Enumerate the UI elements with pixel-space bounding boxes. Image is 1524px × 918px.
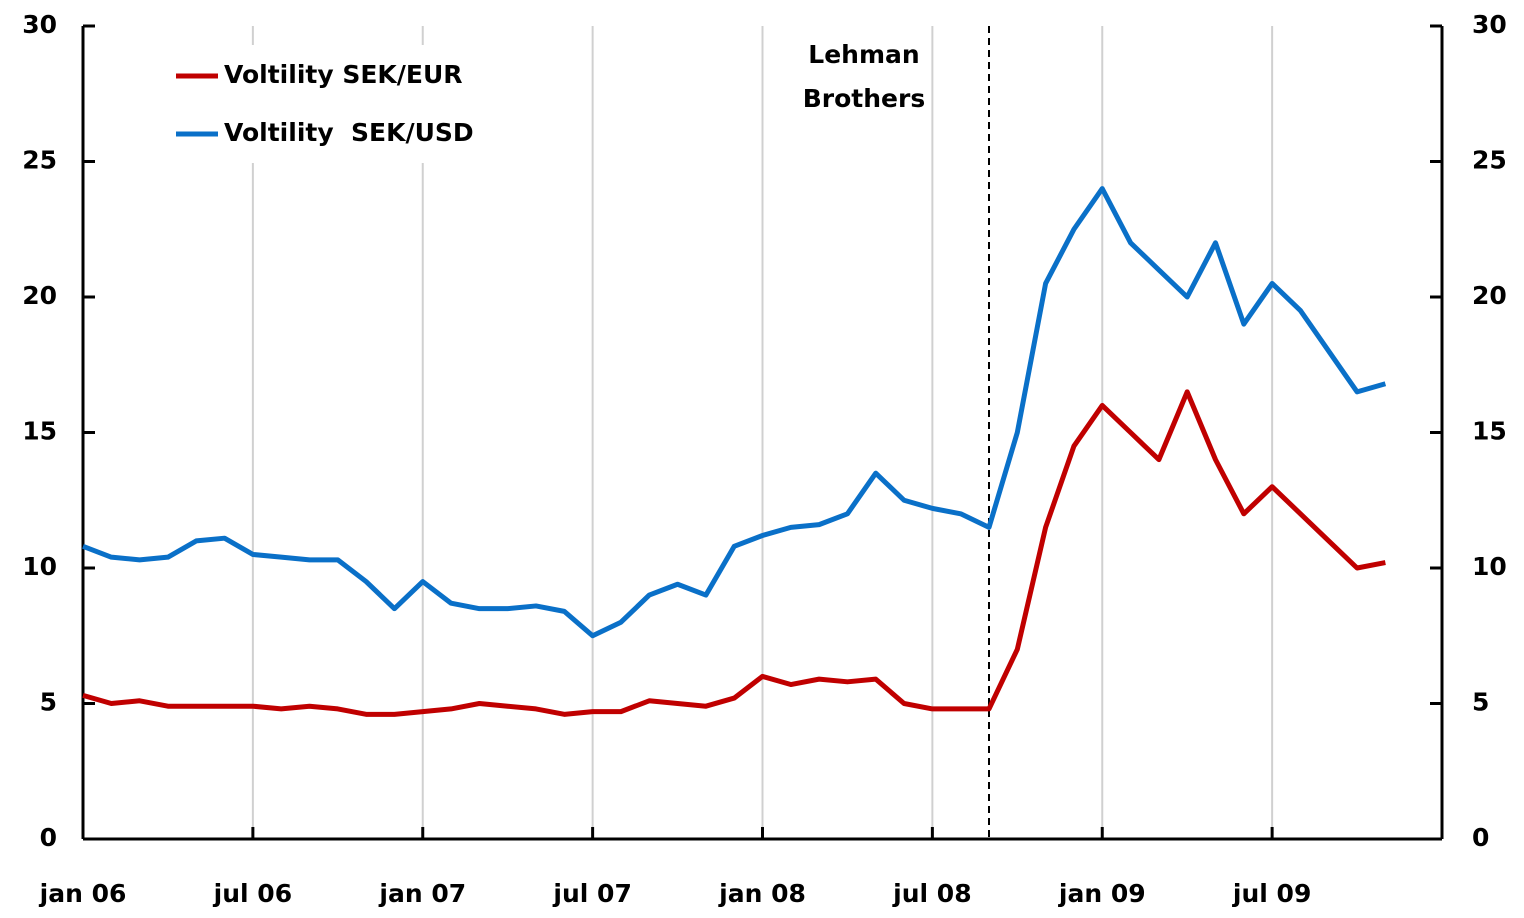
x-tick-label: jul 07 [552, 879, 631, 908]
x-tick-label: jan 09 [1058, 879, 1146, 908]
legend-box [150, 45, 520, 163]
x-tick-label: jan 06 [39, 879, 127, 908]
annotation-text: Lehman [808, 40, 919, 69]
y-tick-label: 25 [22, 146, 57, 175]
x-tick-label: jul 06 [213, 879, 292, 908]
y2-tick-label: 15 [1472, 417, 1507, 446]
x-tick-label: jan 07 [378, 879, 466, 908]
y2-tick-label: 25 [1472, 146, 1507, 175]
y2-tick-label: 30 [1472, 10, 1507, 39]
y-tick-label: 10 [22, 552, 57, 581]
y-tick-label: 15 [22, 417, 57, 446]
x-tick-label: jul 09 [1232, 879, 1311, 908]
y2-tick-label: 0 [1472, 823, 1489, 852]
x-tick-label: jan 08 [718, 879, 806, 908]
y2-tick-label: 5 [1472, 688, 1489, 717]
y2-tick-label: 10 [1472, 552, 1507, 581]
series-line [82, 186, 1387, 639]
y2-tick-label: 20 [1472, 281, 1507, 310]
y-tick-label: 20 [22, 281, 57, 310]
series-line [82, 389, 1386, 717]
x-tick-label: jul 08 [892, 879, 971, 908]
legend-label: Voltility SEK/EUR [224, 60, 463, 89]
y-tick-label: 5 [40, 688, 57, 717]
y-tick-label: 0 [40, 823, 57, 852]
legend-label: Voltility SEK/USD [224, 118, 474, 147]
annotation-text: Brothers [803, 84, 925, 113]
y-tick-label: 30 [22, 10, 57, 39]
